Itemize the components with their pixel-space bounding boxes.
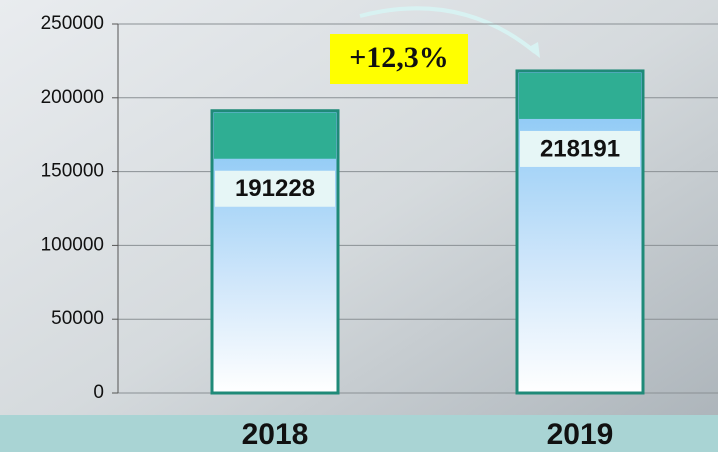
annotation-box (330, 34, 468, 84)
y-tick-label: 0 (93, 382, 104, 403)
annotation-arrow (359, 6, 537, 54)
arrow-head (527, 42, 540, 58)
value-label-box (520, 130, 640, 167)
bar-cap (214, 112, 336, 159)
y-tick-label: 50000 (51, 308, 104, 329)
x-tick-label: 2019 (547, 418, 614, 451)
x-tick-label: 2018 (242, 418, 309, 451)
y-tick-label: 100000 (41, 234, 104, 255)
annotation: +12,3% (349, 41, 449, 74)
value-label: 191228 (235, 175, 315, 202)
value-label-box (215, 170, 335, 207)
bar (515, 69, 645, 395)
value-label: 218191 (540, 135, 620, 162)
y-tick-label: 200000 (41, 87, 104, 108)
bar-cap (519, 72, 641, 119)
category-band (0, 415, 718, 452)
y-tick-label: 150000 (41, 161, 104, 182)
y-tick-label: 250000 (41, 13, 104, 34)
